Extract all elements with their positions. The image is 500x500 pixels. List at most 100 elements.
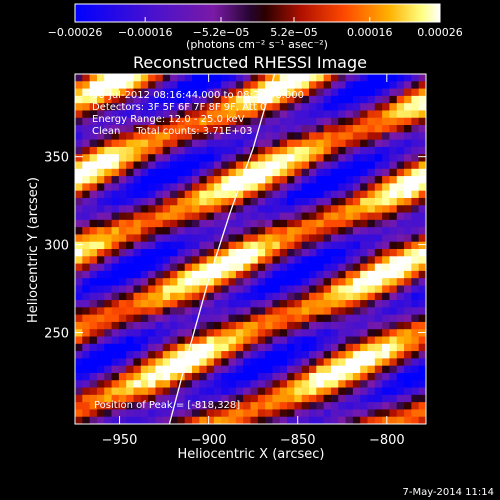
heatmap-cell [374, 416, 383, 424]
heatmap-cell [75, 263, 83, 272]
heatmap-cell [250, 176, 259, 184]
heatmap-cell [118, 205, 127, 214]
heatmap-cell [206, 256, 215, 265]
heatmap-cell [111, 336, 120, 345]
heatmap-cell [301, 110, 310, 119]
heatmap-cell [118, 402, 127, 411]
heatmap-cell [192, 81, 200, 90]
heatmap-cell [75, 416, 83, 424]
heatmap-cell [184, 212, 193, 221]
heatmap-cell [418, 285, 426, 294]
heatmap-cell [140, 125, 149, 133]
heatmap-cell [82, 365, 91, 374]
heatmap-cell [118, 380, 127, 389]
heatmap-cell [162, 321, 171, 330]
heatmap-cell [338, 132, 347, 141]
heatmap-cell [323, 300, 332, 308]
heatmap-cell [192, 103, 200, 112]
heatmap-cell [228, 358, 237, 367]
heatmap-cell [279, 219, 288, 228]
heatmap-cell [250, 241, 259, 250]
heatmap-cell [243, 387, 252, 396]
heatmap-cell [338, 227, 347, 236]
heatmap-cell [104, 416, 113, 424]
heatmap-cell [294, 154, 303, 163]
heatmap-cell [265, 321, 274, 330]
heatmap-cell [206, 183, 215, 192]
heatmap-cell [221, 343, 230, 352]
heatmap-cell [257, 154, 266, 163]
heatmap-cell [89, 139, 98, 148]
heatmap-cell [265, 117, 274, 126]
heatmap-cell [352, 117, 361, 126]
heatmap-cell [228, 227, 237, 236]
heatmap-cell [265, 358, 274, 367]
heatmap-cell [162, 358, 171, 367]
heatmap-cell [199, 336, 208, 345]
heatmap-cell [82, 161, 91, 170]
heatmap-cell [367, 197, 376, 206]
heatmap-cell [360, 249, 369, 257]
heatmap-cell [279, 329, 288, 338]
heatmap-cell [287, 365, 295, 374]
heatmap-cell [389, 227, 398, 236]
heatmap-cell [272, 176, 281, 184]
heatmap-cell [418, 132, 426, 141]
heatmap-cell [118, 168, 127, 177]
heatmap-cell [309, 394, 317, 403]
heatmap-cell [235, 241, 244, 250]
heatmap-cell [279, 351, 288, 359]
heatmap-cell [75, 241, 83, 250]
heatmap-cell [272, 219, 281, 228]
heatmap-cell [140, 212, 149, 221]
heatmap-cell [418, 343, 426, 352]
heatmap-cell [316, 300, 325, 308]
heatmap-cell [243, 190, 252, 199]
heatmap-cell [140, 285, 149, 294]
heatmap-cell [374, 110, 383, 119]
heatmap-cell [352, 132, 361, 141]
heatmap-cell [418, 263, 426, 272]
heatmap-cell [360, 402, 369, 411]
heatmap-cell [301, 125, 310, 133]
heatmap-cell [235, 227, 244, 236]
heatmap-cell [389, 314, 398, 323]
heatmap-cell [265, 263, 274, 272]
heatmap-cell [118, 212, 127, 221]
heatmap-cell [330, 154, 339, 163]
heatmap-cell [235, 372, 244, 381]
heatmap-cell [330, 241, 339, 250]
heatmap-cell [345, 409, 354, 418]
heatmap-cell [418, 365, 426, 374]
heatmap-cell [250, 351, 259, 359]
heatmap-cell [133, 183, 142, 192]
heatmap-cell [140, 132, 149, 141]
heatmap-cell [206, 416, 215, 424]
heatmap-cell [272, 234, 281, 243]
heatmap-cell [206, 219, 215, 228]
heatmap-cell [243, 292, 252, 301]
heatmap-cell [192, 132, 200, 141]
heatmap-cell [104, 343, 113, 352]
heatmap-cell [177, 219, 186, 228]
heatmap-cell [118, 139, 127, 148]
heatmap-cell [352, 365, 361, 374]
heatmap-cell [228, 190, 237, 199]
heatmap-cell [235, 234, 244, 243]
heatmap-cell [162, 416, 171, 424]
heatmap-cell [382, 270, 391, 279]
heatmap-cell [382, 372, 391, 381]
heatmap-cell [250, 314, 259, 323]
heatmap-cell [155, 146, 164, 155]
heatmap-cell [360, 125, 369, 133]
heatmap-cell [411, 416, 420, 424]
heatmap-cell [170, 358, 178, 367]
heatmap-cell [265, 336, 274, 345]
heatmap-cell [118, 227, 127, 236]
heatmap-cell [418, 402, 426, 411]
heatmap-cell [111, 161, 120, 170]
heatmap-cell [148, 103, 157, 112]
heatmap-cell [404, 190, 412, 199]
heatmap-cell [294, 161, 303, 170]
heatmap-cell [316, 314, 325, 323]
